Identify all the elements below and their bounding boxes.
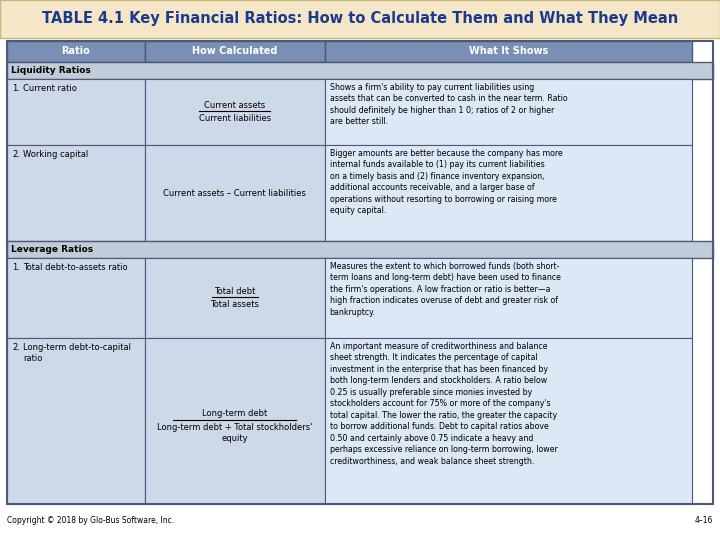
Text: Bigger amounts are better because the company has more
internal funds available : Bigger amounts are better because the co… [330,149,562,215]
Bar [145,338,325,504]
Text: Total debt: Total debt [214,287,256,296]
Bar [7,258,145,338]
Text: Long-term debt: Long-term debt [202,409,267,418]
Text: Shows a firm's ability to pay current liabilities using
assets that can be conve: Shows a firm's ability to pay current li… [330,83,567,126]
Bar [7,41,145,62]
Bar [0,0,720,38]
Text: Leverage Ratios: Leverage Ratios [11,245,93,254]
Bar [325,338,692,504]
Bar [7,241,713,258]
Bar [145,79,325,145]
Bar [7,62,713,79]
Bar [325,79,692,145]
Text: 1.: 1. [12,263,20,272]
Text: Copyright © 2018 by Glo-Bus Software, Inc.: Copyright © 2018 by Glo-Bus Software, In… [7,516,174,525]
Text: 2.: 2. [12,150,20,159]
Bar [7,338,145,504]
Text: Current ratio: Current ratio [23,84,77,93]
Text: Liquidity Ratios: Liquidity Ratios [11,66,91,75]
Text: Measures the extent to which borrowed funds (both short-
term loans and long-ter: Measures the extent to which borrowed fu… [330,262,561,317]
Text: Current assets: Current assets [204,101,265,110]
Bar [7,79,145,145]
Bar [145,41,325,62]
Text: Current assets – Current liabilities: Current assets – Current liabilities [163,188,306,198]
Text: 2.: 2. [12,343,20,352]
Text: Working capital: Working capital [23,150,89,159]
Text: 4–16: 4–16 [695,516,713,525]
Text: What It Shows: What It Shows [469,46,548,57]
Bar [7,145,145,241]
Text: Long-term debt-to-capital
ratio: Long-term debt-to-capital ratio [23,343,131,363]
Bar [325,258,692,338]
Text: Long-term debt + Total stockholders'
equity: Long-term debt + Total stockholders' equ… [157,423,312,443]
Text: Current liabilities: Current liabilities [199,114,271,123]
Text: Total debt-to-assets ratio: Total debt-to-assets ratio [23,263,127,272]
Text: An important measure of creditworthiness and balance
sheet strength. It indicate: An important measure of creditworthiness… [330,342,557,465]
Text: 1.: 1. [12,84,20,93]
Text: Total assets: Total assets [210,300,259,309]
Bar [145,258,325,338]
Text: TABLE 4.1 Key Financial Ratios: How to Calculate Them and What They Mean: TABLE 4.1 Key Financial Ratios: How to C… [42,11,678,26]
Text: How Calculated: How Calculated [192,46,277,57]
Bar [325,145,692,241]
Bar [325,41,692,62]
Text: Ratio: Ratio [61,46,90,57]
Bar [7,41,713,504]
Bar [145,145,325,241]
